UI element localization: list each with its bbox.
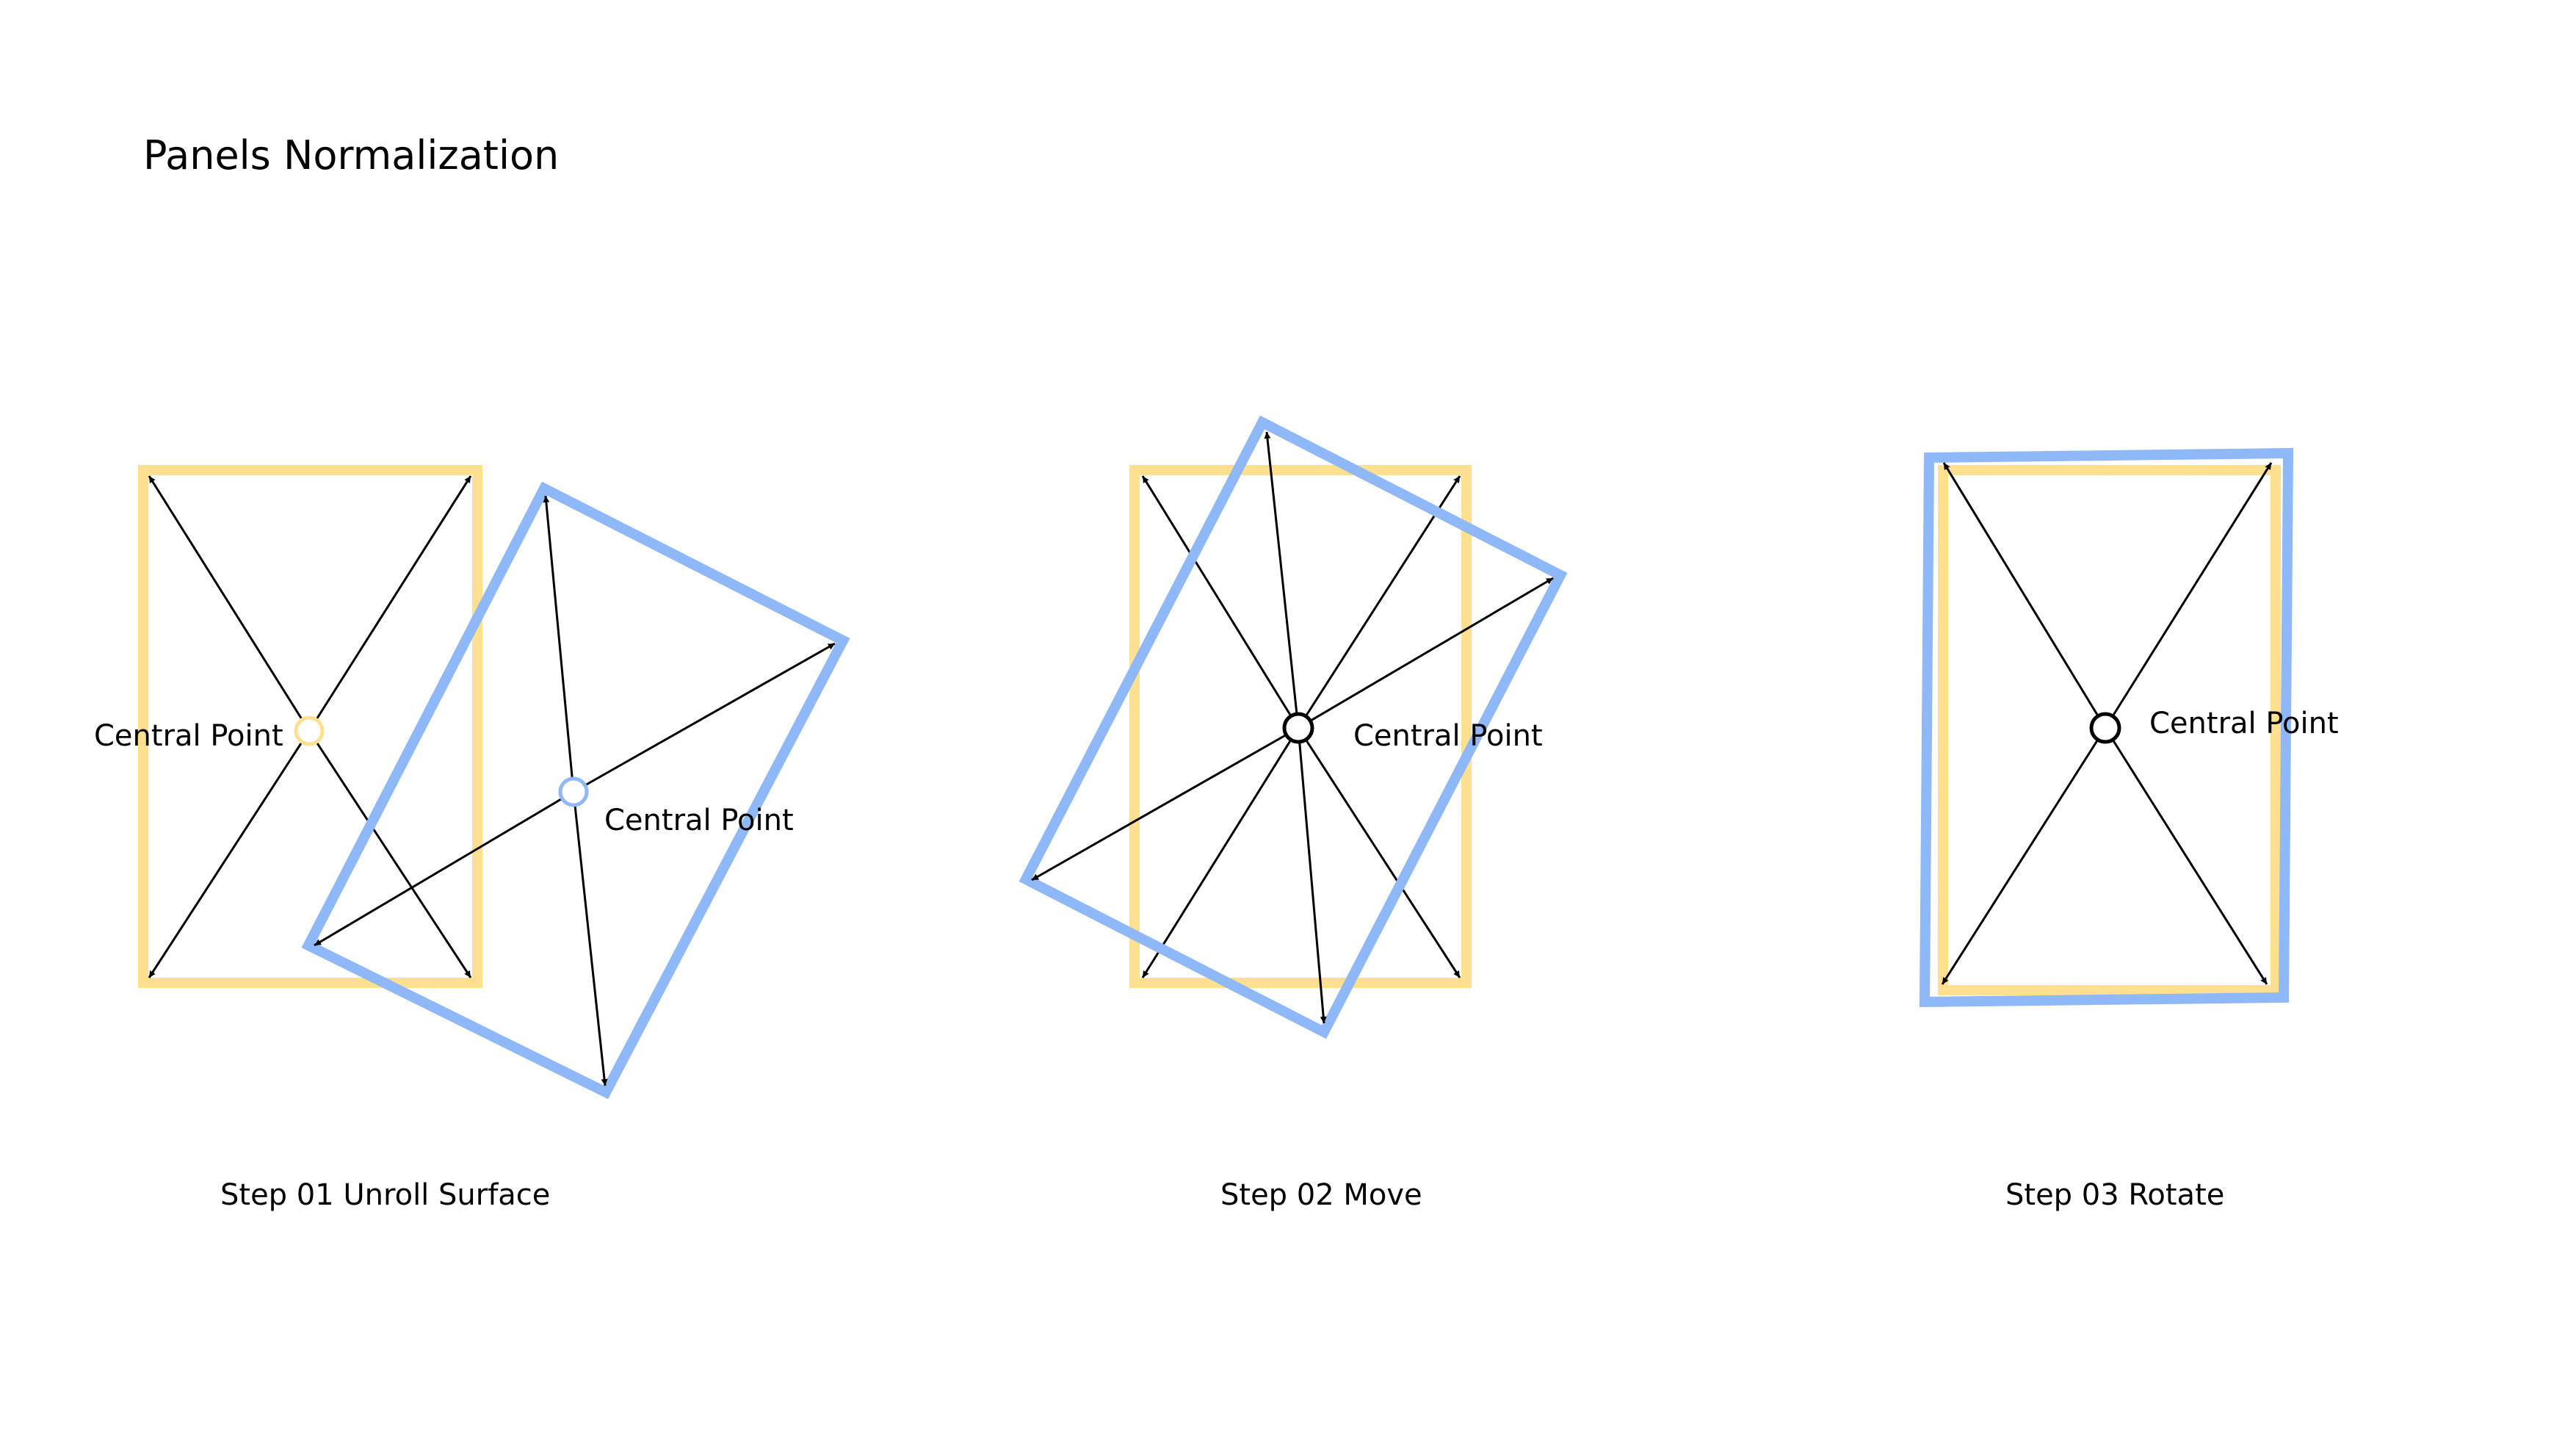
step-02-moved-arrows xyxy=(1031,431,1554,1024)
step-02-caption: Step 02 Move xyxy=(1220,1178,1422,1212)
step-02-central-point xyxy=(1282,712,1314,744)
step-03-caption: Step 03 Rotate xyxy=(2005,1178,2224,1212)
step-01-unrolled-panel xyxy=(301,481,850,1100)
step-02-reference-panel xyxy=(1129,465,1472,988)
step-01-reference-central-point xyxy=(294,715,325,746)
step-01-reference-panel xyxy=(138,465,482,988)
step-03-center-label: Central Point xyxy=(2149,707,2339,740)
step-03-reference-panel xyxy=(1938,465,2281,995)
step-03-group: Central Point Step 03 Rotate xyxy=(1919,447,2339,1212)
step-02-moved-panel xyxy=(1019,415,1568,1039)
step-03-rotated-panel xyxy=(1919,447,2294,1008)
step-01-reference-center-label: Central Point xyxy=(94,719,283,753)
step-02-center-label: Central Point xyxy=(1353,719,1543,753)
step-02-group: Central Point Step 02 Move xyxy=(1019,415,1568,1212)
step-03-central-point xyxy=(2089,712,2121,744)
step-01-group: Central Point Central Point Step 01 Unro… xyxy=(94,465,850,1212)
step-01-unrolled-arrows xyxy=(314,495,836,1086)
step-01-reference-arrows xyxy=(148,475,472,978)
step-03-arrows xyxy=(1941,462,2273,985)
step-02-reference-arrows xyxy=(1141,475,1461,978)
step-01-unrolled-center-label: Central Point xyxy=(604,804,794,837)
step-01-unrolled-central-point xyxy=(558,776,589,807)
page-title: Panels Normalization xyxy=(143,132,559,178)
step-01-caption: Step 01 Unroll Surface xyxy=(220,1178,550,1212)
